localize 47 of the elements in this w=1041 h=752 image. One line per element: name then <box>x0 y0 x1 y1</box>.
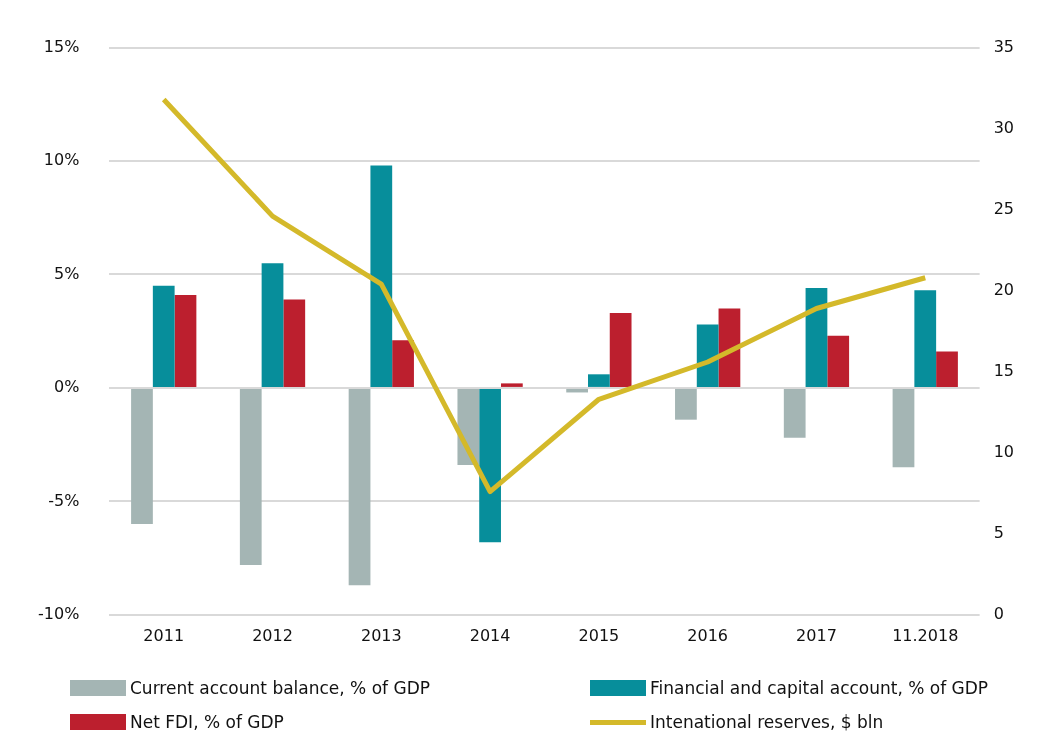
bar <box>805 288 828 387</box>
bar <box>609 313 632 387</box>
bar <box>283 299 306 387</box>
bar <box>131 388 153 525</box>
y2-tick-label: 10 <box>993 441 1014 461</box>
y2-tick-label: 25 <box>993 198 1014 218</box>
y-tick-label: 10% <box>43 150 80 170</box>
bar <box>479 388 501 543</box>
x-tick-label: 11.2018 <box>892 625 959 645</box>
y2-tick-label: 35 <box>993 36 1014 56</box>
bar <box>675 388 697 420</box>
legend-label: Intenational reserves, $ bln <box>650 712 884 732</box>
bar <box>696 324 719 387</box>
y-tick-label: 15% <box>43 36 80 56</box>
y-tick-label: -5% <box>48 490 80 510</box>
bar <box>892 388 915 468</box>
x-tick-label: 2014 <box>469 625 511 645</box>
bar <box>500 383 523 387</box>
bar <box>936 351 958 387</box>
bar <box>827 335 850 387</box>
bar <box>174 294 197 387</box>
y2-tick-label: 5 <box>993 522 1004 542</box>
bar <box>152 285 175 387</box>
y2-tick-label: 20 <box>993 279 1014 299</box>
y-tick-label: 0% <box>53 377 80 397</box>
y2-tick-label: 30 <box>993 117 1014 137</box>
legend-label: Net FDI, % of GDP <box>130 712 284 732</box>
y-tick-label: -10% <box>37 603 80 623</box>
x-tick-label: 2016 <box>687 625 729 645</box>
legend-label: Current account balance, % of GDP <box>130 678 430 698</box>
x-tick-label: 2017 <box>796 625 837 645</box>
x-tick-label: 2013 <box>360 625 402 645</box>
bar <box>783 388 806 438</box>
y2-tick-label: 0 <box>993 603 1004 623</box>
legend-label: Financial and capital account, % of GDP <box>650 678 989 698</box>
bar <box>261 263 284 387</box>
y2-tick-label: 15 <box>993 360 1014 380</box>
bar <box>392 340 414 387</box>
y-tick-label: 5% <box>53 263 80 283</box>
x-tick-label: 2011 <box>143 625 185 645</box>
bar <box>588 374 610 387</box>
bar <box>370 165 393 387</box>
bar <box>914 290 937 387</box>
bar <box>348 388 371 586</box>
x-tick-label: 2012 <box>252 625 293 645</box>
x-tick-label: 2015 <box>578 625 620 645</box>
bar <box>239 388 262 565</box>
